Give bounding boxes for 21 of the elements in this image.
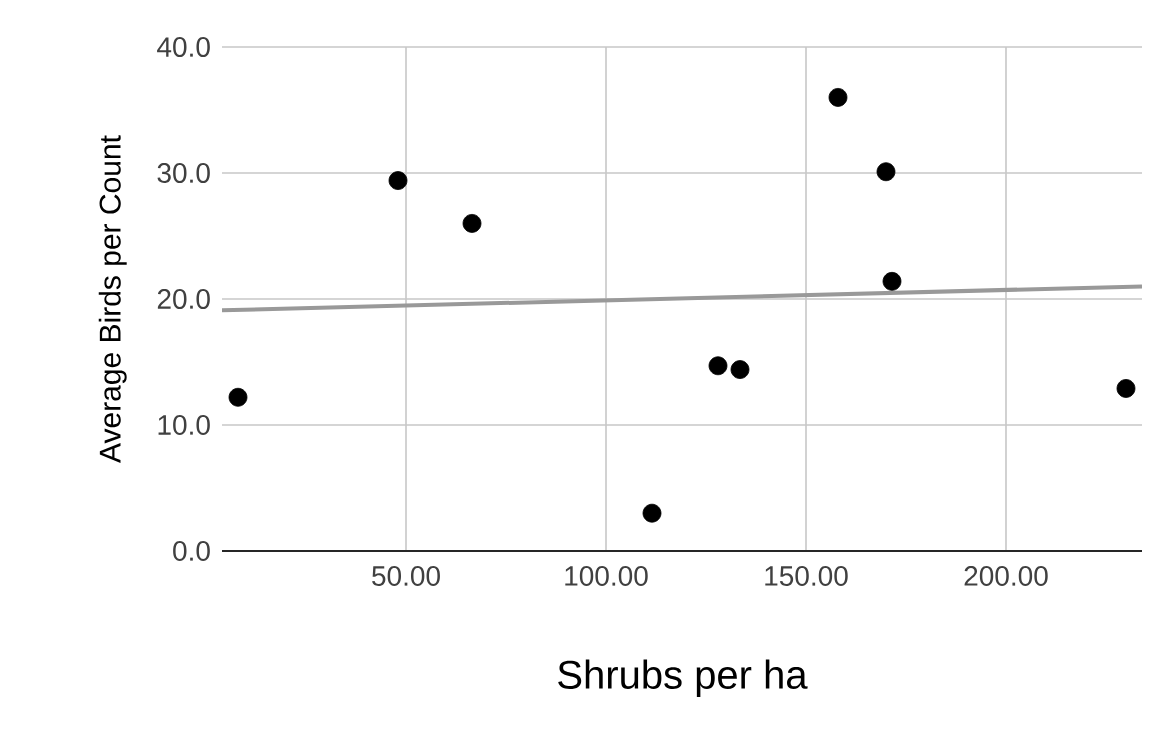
point	[876, 162, 896, 182]
point	[462, 214, 482, 233]
point	[828, 88, 848, 107]
y-tick-label: 0.0	[173, 541, 210, 561]
point	[642, 503, 662, 523]
x-tick-label: 150.00	[765, 566, 848, 586]
y-tick-label: 40.0	[157, 37, 210, 57]
x-tick-label: 200.00	[964, 566, 1048, 586]
point	[388, 171, 408, 190]
point	[1116, 379, 1136, 398]
y-tick-label: 30.0	[157, 163, 210, 183]
x-tick-label: 50.00	[372, 566, 440, 586]
y-tick-label: 10.0	[158, 415, 210, 435]
y-axis-title: Average Birds per Count	[98, 135, 127, 463]
y-tick-label: 20.0	[157, 289, 210, 309]
point	[228, 387, 248, 407]
point	[882, 271, 902, 291]
point	[730, 360, 750, 379]
x-tick-label: 100.00	[565, 566, 648, 586]
point	[708, 356, 728, 376]
x-axis-title: Shrubs per ha	[558, 659, 808, 697]
